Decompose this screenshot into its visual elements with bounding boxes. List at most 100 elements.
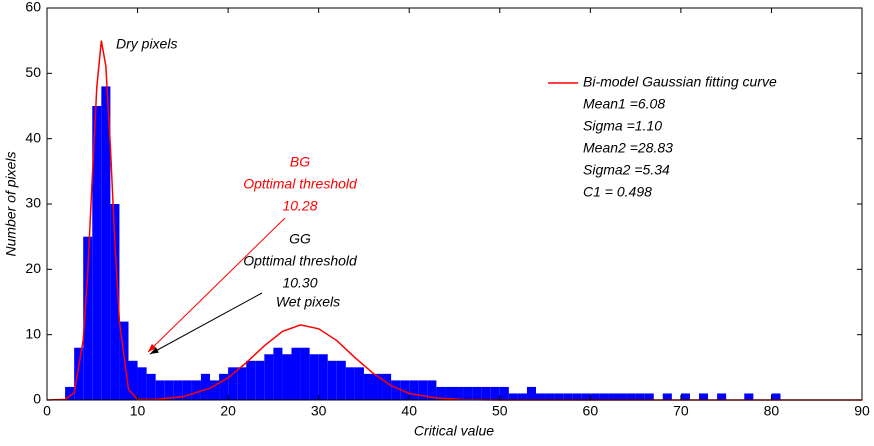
- bar: [508, 393, 518, 400]
- bar: [554, 393, 564, 400]
- y-tick-label: 0: [33, 391, 41, 407]
- bar: [173, 380, 183, 400]
- bar: [572, 393, 582, 400]
- arrow: [149, 292, 263, 355]
- bar: [345, 367, 355, 400]
- y-tick-label: 40: [25, 129, 41, 145]
- y-tick-label: 20: [25, 260, 41, 276]
- bar: [246, 360, 256, 400]
- x-tick-label: 30: [311, 403, 327, 419]
- bar: [545, 393, 555, 400]
- bar: [191, 380, 201, 400]
- bar: [327, 360, 337, 400]
- bar: [146, 373, 156, 400]
- stat-text: Mean1 =6.08: [583, 96, 665, 112]
- arrow: [147, 217, 286, 353]
- bar: [454, 386, 464, 400]
- x-axis-label: Critical value: [414, 423, 494, 439]
- annotation: 10.30: [282, 275, 317, 291]
- x-tick-label: 60: [583, 403, 599, 419]
- bar: [309, 354, 319, 400]
- annotation: BG: [290, 154, 310, 170]
- bar: [83, 236, 93, 400]
- x-tick-label: 0: [43, 403, 51, 419]
- bar: [182, 380, 192, 400]
- bar: [499, 386, 509, 400]
- stat-text: Mean2 =28.83: [583, 140, 673, 156]
- arrow-head: [148, 343, 157, 352]
- bar: [255, 360, 265, 400]
- x-tick-label: 50: [492, 403, 508, 419]
- stat-text: Sigma2 =5.34: [583, 162, 670, 178]
- x-tick-label: 90: [854, 403, 870, 419]
- y-axis-label: Number of pixels: [3, 151, 19, 256]
- y-tick-label: 60: [25, 0, 41, 15]
- bar: [771, 393, 781, 400]
- bar: [427, 380, 437, 400]
- annotation: Opttimal threshold: [243, 176, 358, 192]
- bar: [65, 386, 75, 400]
- bar: [354, 367, 364, 400]
- bar: [717, 393, 727, 400]
- bar: [744, 393, 754, 400]
- bar: [635, 393, 645, 400]
- bar: [137, 367, 147, 400]
- bar: [318, 354, 328, 400]
- bar: [300, 347, 310, 400]
- arrow-head: [150, 347, 159, 354]
- bar: [481, 386, 491, 400]
- x-tick-label: 80: [764, 403, 780, 419]
- bar: [418, 380, 428, 400]
- bar: [617, 393, 627, 400]
- bar: [101, 86, 111, 401]
- stat-text: Sigma =1.10: [583, 118, 662, 134]
- bar: [336, 360, 346, 400]
- bar: [92, 106, 102, 400]
- bar: [608, 393, 618, 400]
- bar: [210, 380, 220, 400]
- bar: [409, 380, 419, 400]
- bar: [662, 393, 672, 400]
- stat-text: C1 = 0.498: [583, 184, 652, 200]
- bar: [626, 393, 636, 400]
- y-tick-label: 50: [25, 64, 41, 80]
- bar: [391, 380, 401, 400]
- bar: [155, 380, 165, 400]
- bar: [110, 204, 120, 400]
- annotation: 10.28: [282, 198, 317, 214]
- plot-frame: [46, 7, 863, 401]
- bar: [526, 386, 536, 400]
- bar: [373, 373, 383, 400]
- bar: [282, 354, 292, 400]
- y-tick-label: 10: [25, 325, 41, 341]
- bar: [400, 380, 410, 400]
- bar: [463, 386, 473, 400]
- bar: [590, 393, 600, 400]
- x-tick-label: 10: [130, 403, 146, 419]
- bar: [200, 373, 210, 400]
- bar: [563, 393, 573, 400]
- bar: [599, 393, 609, 400]
- bar: [445, 386, 455, 400]
- y-tick-label: 30: [25, 195, 41, 211]
- bar: [273, 347, 283, 400]
- bar: [490, 386, 500, 400]
- bar: [382, 373, 392, 400]
- bar: [237, 367, 247, 400]
- fit-curve: [46, 40, 862, 401]
- annotation: GG: [289, 231, 311, 247]
- bar: [644, 393, 654, 400]
- annotation: Opttimal threshold: [243, 253, 358, 269]
- annotation: Wet pixels: [276, 294, 340, 310]
- bar: [581, 393, 591, 400]
- bar: [228, 367, 238, 400]
- bar: [264, 354, 274, 400]
- bar: [680, 393, 690, 400]
- bar: [291, 347, 301, 400]
- x-tick-label: 20: [220, 403, 236, 419]
- bar: [74, 347, 84, 400]
- bar: [472, 386, 482, 400]
- bar: [699, 393, 709, 400]
- bar: [219, 373, 229, 400]
